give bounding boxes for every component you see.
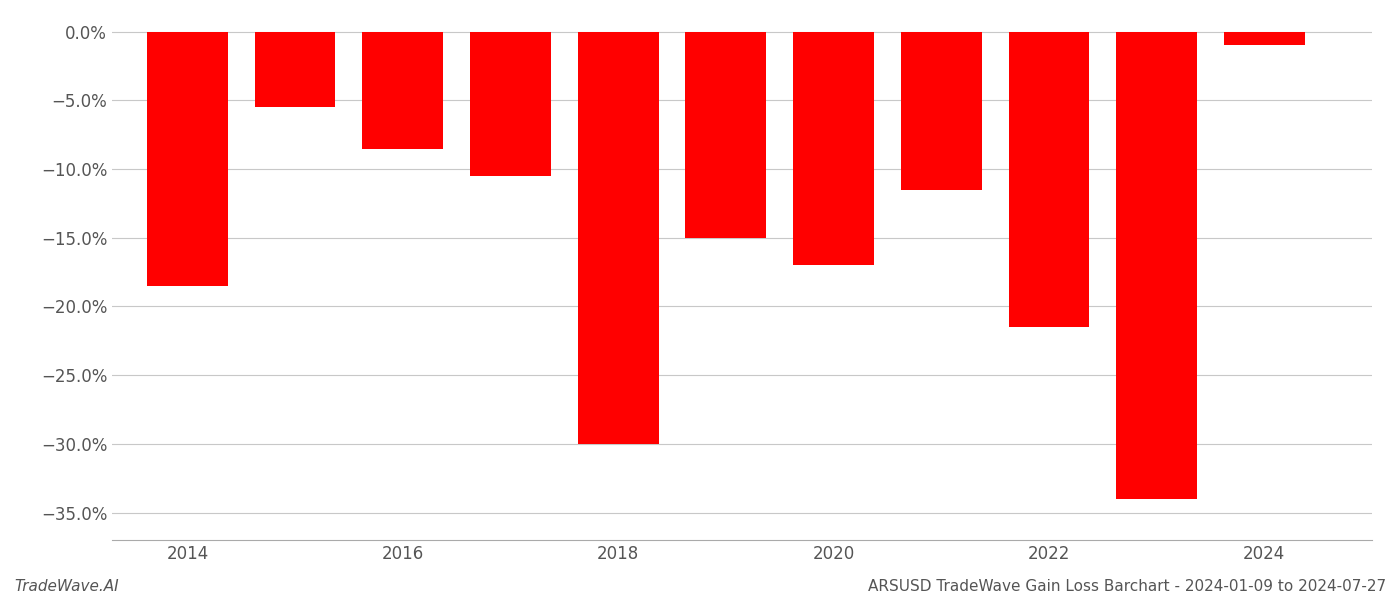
Bar [470, 32, 550, 176]
Text: ARSUSD TradeWave Gain Loss Barchart - 2024-01-09 to 2024-07-27: ARSUSD TradeWave Gain Loss Barchart - 20… [868, 579, 1386, 594]
Bar [147, 32, 228, 286]
Bar [686, 32, 766, 238]
Bar [1224, 32, 1305, 46]
Bar [794, 32, 874, 265]
Bar [1008, 32, 1089, 327]
Bar [255, 32, 336, 107]
Bar [578, 32, 658, 444]
Bar [363, 32, 444, 149]
Bar [900, 32, 981, 190]
Bar [1116, 32, 1197, 499]
Text: TradeWave.AI: TradeWave.AI [14, 579, 119, 594]
